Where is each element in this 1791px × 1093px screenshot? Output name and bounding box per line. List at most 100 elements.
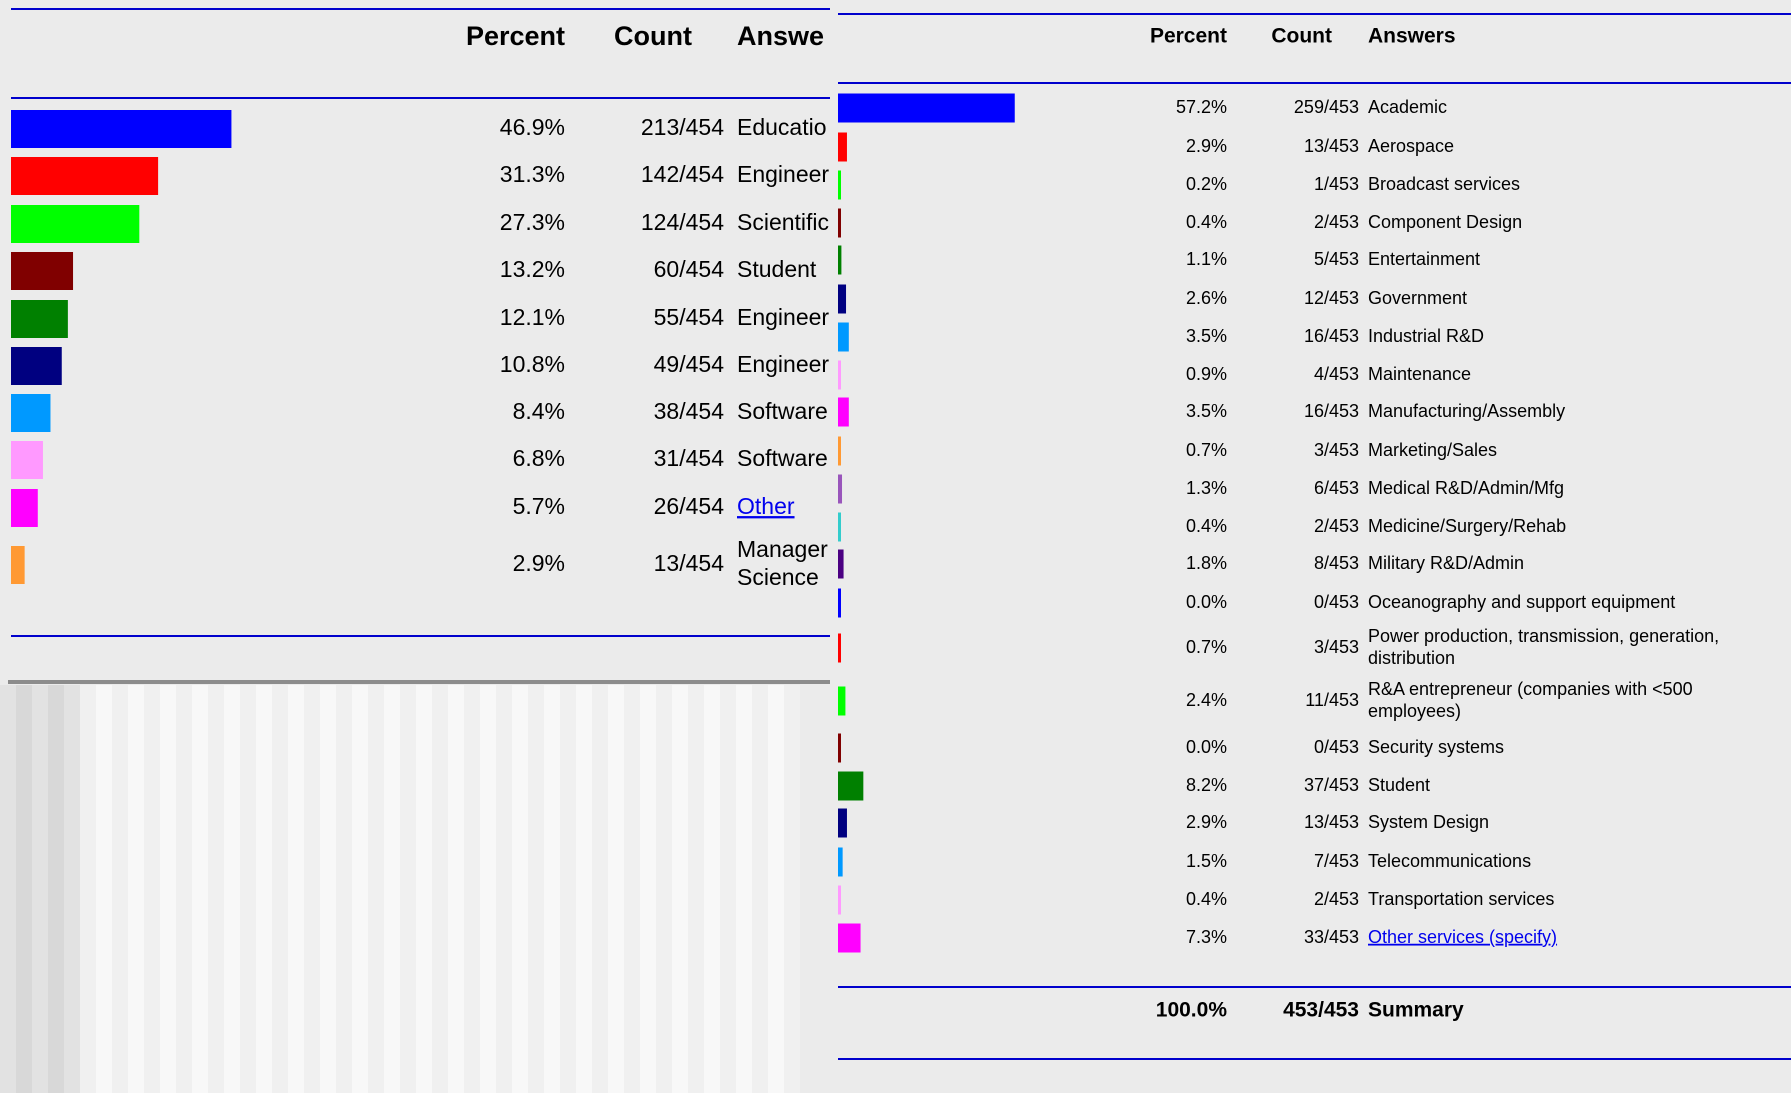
count: 55/454: [654, 304, 725, 330]
count: 33/453: [1304, 927, 1359, 947]
percent: 31.3%: [500, 161, 565, 187]
bar: [838, 208, 841, 238]
count: 2/453: [1314, 212, 1359, 232]
bar: [838, 923, 861, 953]
bar: [838, 885, 841, 915]
answer: Science: [737, 564, 819, 590]
column-header: Percent: [466, 21, 565, 51]
bar: [838, 397, 849, 427]
stripe: [480, 685, 496, 1093]
stripe: [112, 685, 128, 1093]
bar: [11, 157, 159, 195]
bar: [838, 633, 841, 663]
stripe: [624, 685, 640, 1093]
summary-percent: 100.0%: [1156, 999, 1228, 1022]
answer: Manager: [737, 536, 828, 562]
stripe: [640, 685, 656, 1093]
percent: 6.8%: [513, 445, 565, 471]
count: 60/454: [654, 256, 725, 282]
column-header: Count: [614, 21, 692, 51]
bar: [838, 733, 841, 763]
answer: Medical R&D/Admin/Mfg: [1368, 478, 1564, 498]
stripe: [656, 685, 672, 1093]
bar: [838, 360, 841, 390]
percent: 1.8%: [1186, 553, 1227, 573]
bar: [838, 549, 844, 579]
stripe: [672, 685, 688, 1093]
stripe: [512, 685, 528, 1093]
bar: [838, 808, 847, 838]
count: 16/453: [1304, 326, 1359, 346]
answer: Component Design: [1368, 212, 1522, 232]
stripe: [544, 685, 560, 1093]
stripe: [64, 685, 80, 1093]
answer: Maintenance: [1368, 364, 1471, 384]
bar: [838, 93, 1015, 123]
stripe: [304, 685, 320, 1093]
stripe: [464, 685, 480, 1093]
bar: [838, 512, 841, 542]
stripe: [416, 685, 432, 1093]
answer: Software: [737, 398, 828, 424]
bar: [11, 205, 140, 243]
answer-link[interactable]: Other services (specify): [1368, 927, 1557, 947]
percent: 10.8%: [500, 351, 565, 377]
percent: 2.9%: [1186, 812, 1227, 832]
answer: Broadcast services: [1368, 174, 1520, 194]
count: 1/453: [1314, 174, 1359, 194]
stripe: [576, 685, 592, 1093]
percent: 0.2%: [1186, 174, 1227, 194]
column-header: Count: [1271, 25, 1332, 48]
stripe: [176, 685, 192, 1093]
answer-link[interactable]: Other: [737, 493, 795, 519]
stripe: [256, 685, 272, 1093]
percent: 5.7%: [513, 493, 565, 519]
count: 31/454: [654, 445, 725, 471]
bar: [11, 394, 51, 432]
count: 3/453: [1314, 440, 1359, 460]
stripe: [240, 685, 256, 1093]
percent: 1.1%: [1186, 249, 1227, 269]
answer: Marketing/Sales: [1368, 440, 1497, 460]
answer: Government: [1368, 288, 1467, 308]
stripe: [320, 685, 336, 1093]
answer: Power production, transmission, generati…: [1368, 626, 1719, 646]
percent: 12.1%: [500, 304, 565, 330]
answer: Academic: [1368, 97, 1447, 117]
count: 49/454: [654, 351, 725, 377]
stripe: [48, 685, 64, 1093]
count: 124/454: [641, 209, 724, 235]
stripe: [592, 685, 608, 1093]
answer: Security systems: [1368, 737, 1504, 757]
summary-count: 453/453: [1283, 999, 1359, 1022]
stripe: [528, 685, 544, 1093]
answer: Student: [1368, 775, 1430, 795]
percent: 1.3%: [1186, 478, 1227, 498]
bar: [11, 110, 232, 148]
count: 2/453: [1314, 889, 1359, 909]
count: 7/453: [1314, 851, 1359, 871]
stripe: [272, 685, 288, 1093]
count: 11/453: [1305, 690, 1359, 710]
stripe: [736, 685, 752, 1093]
stripe: [288, 685, 304, 1093]
answer: Engineer: [737, 351, 829, 377]
count: 5/453: [1314, 249, 1359, 269]
answer: Student: [737, 256, 817, 282]
left-table: Percent Count Answe 46.9% 213/454 Educatio 31.…: [11, 8, 830, 637]
bar: [838, 474, 843, 504]
bar: [838, 686, 846, 716]
percent: 7.3%: [1186, 927, 1227, 947]
stripe: [768, 685, 784, 1093]
count: 13/453: [1304, 136, 1359, 156]
stripe: [32, 685, 48, 1093]
answer: distribution: [1368, 648, 1455, 668]
count: 0/453: [1314, 737, 1359, 757]
count: 2/453: [1314, 516, 1359, 536]
stripe: [704, 685, 720, 1093]
answer: Industrial R&D: [1368, 326, 1484, 346]
percent: 2.9%: [1186, 136, 1227, 156]
stripe: [96, 685, 112, 1093]
count: 13/454: [654, 550, 725, 576]
